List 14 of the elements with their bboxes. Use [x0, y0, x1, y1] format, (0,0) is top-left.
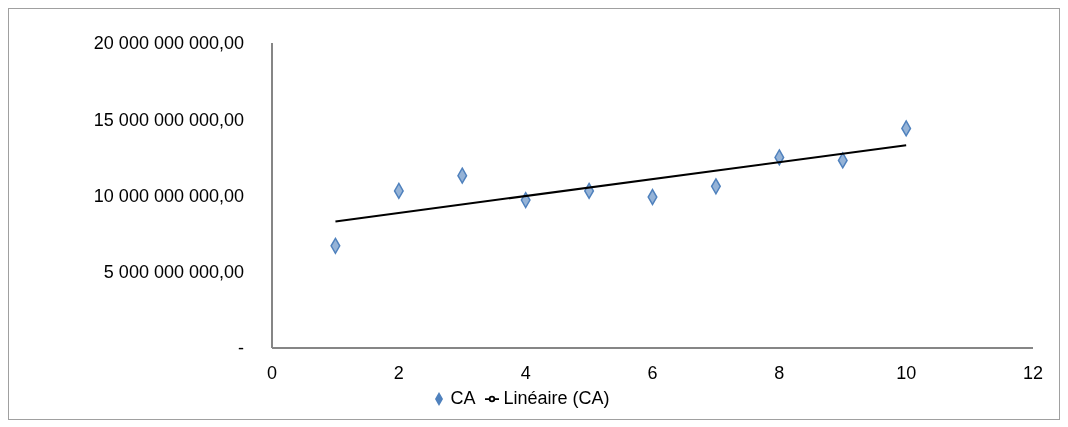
x-tick-label: 0 — [266, 362, 278, 383]
x-tick-label: 12 — [1022, 362, 1044, 383]
y-tick-label: 10 000 000 000,00 — [93, 185, 244, 206]
y-tick-label: - — [238, 338, 244, 359]
x-tick-label: 8 — [774, 362, 785, 383]
legend-label: Linéaire (CA) — [503, 388, 610, 408]
y-tick-label: 20 000 000 000,00 — [93, 33, 244, 54]
y-tick-label: 15 000 000 000,00 — [93, 109, 244, 130]
x-tick-label: 4 — [520, 362, 531, 383]
legend-label: CA — [450, 388, 476, 408]
x-tick-label: 2 — [393, 362, 404, 383]
x-tick-label: 10 — [896, 362, 917, 383]
x-tick-label: 6 — [647, 362, 658, 383]
y-tick-label: 5 000 000 000,00 — [103, 262, 244, 283]
